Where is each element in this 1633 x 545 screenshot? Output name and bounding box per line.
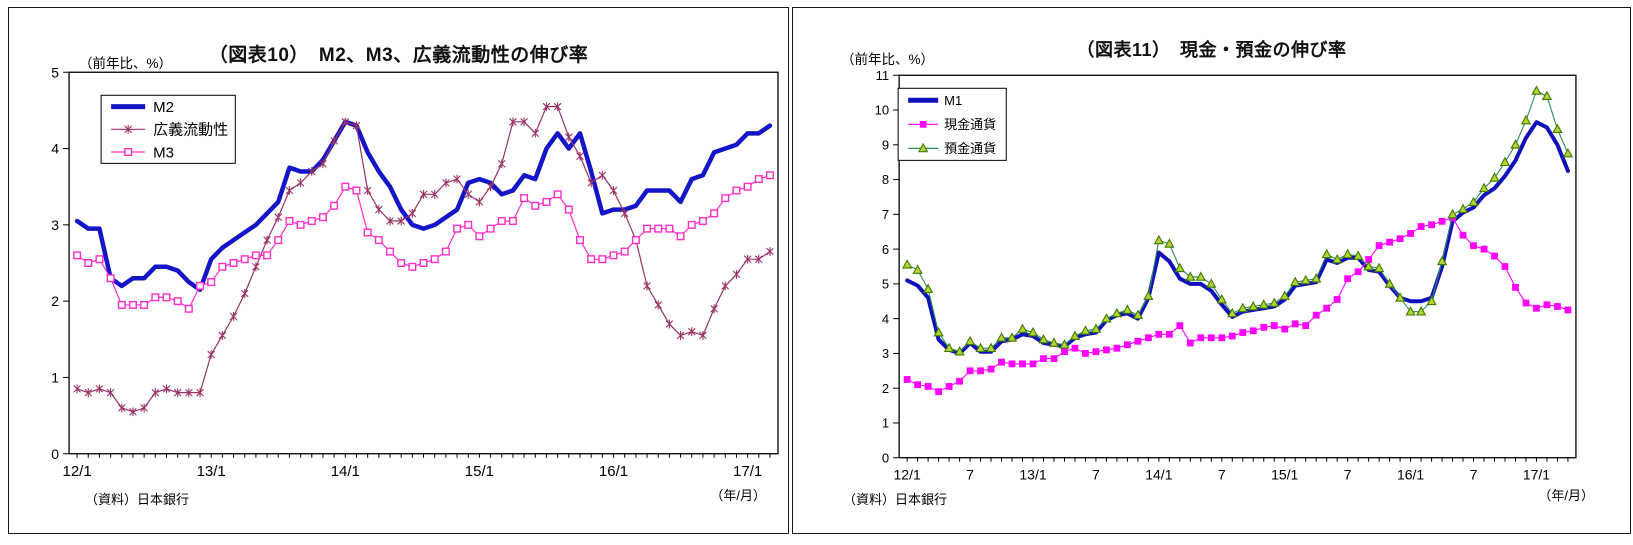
m2-m3-line-chart-canvas: 0 1 2 3 4 5 12/1 13/1 14/1 15/1 16/1 17/1 M2 広義流動性 M3 xyxy=(51,64,779,480)
y-tick-label: 3 xyxy=(882,346,889,361)
axes: 0 1 2 3 4 5 12/1 13/1 14/1 15/1 16/1 17/1 xyxy=(51,64,779,480)
y-tick-label: 5 xyxy=(882,277,889,292)
cash-deposits-line-chart-canvas: 0 1 2 3 4 5 6 7 8 9 10 11 12/1 7 13/1 7 14/1 7 15/1 7 16/1 7 1… xyxy=(875,68,1577,483)
legend-label: 預金通貨 xyxy=(944,141,996,156)
x-tick-label: 14/1 xyxy=(331,463,360,480)
y-tick-label: 10 xyxy=(875,103,889,118)
y-tick-label: 8 xyxy=(882,172,889,187)
x-axis-unit-note: （年/月） xyxy=(1538,488,1594,503)
chart-card-m2-m3-broad-liquidity: 0 1 2 3 4 5 12/1 13/1 14/1 15/1 16/1 17/1 M2 広義流動性 M3 … xyxy=(8,7,789,534)
y-tick-label: 11 xyxy=(876,68,890,83)
x-tick-label: 16/1 xyxy=(599,463,628,480)
y-tick-label: 1 xyxy=(51,369,59,385)
axes: 0 1 2 3 4 5 6 7 8 9 10 11 12/1 7 13/1 7 14/1 7 15/1 7 16/1 7 1… xyxy=(875,68,1577,483)
x-tick-label: 7 xyxy=(1218,467,1226,483)
legend-label: 広義流動性 xyxy=(153,122,228,139)
x-tick-label: 12/1 xyxy=(62,463,91,480)
legend-label: 現金通貨 xyxy=(944,117,996,132)
x-tick-label: 7 xyxy=(1092,467,1100,483)
y-tick-label: 9 xyxy=(882,137,889,152)
y-tick-label: 0 xyxy=(882,450,889,465)
chart-title-fig10: （図表10） M2、M3、広義流動性の伸び率 xyxy=(208,45,589,66)
y-tick-label: 1 xyxy=(882,416,889,431)
x-tick-label: 7 xyxy=(1344,467,1352,483)
y-tick-label: 0 xyxy=(51,446,59,462)
source-note: （資料）日本銀行 xyxy=(843,492,948,507)
legend-label: M1 xyxy=(944,93,962,108)
y-tick-label: 4 xyxy=(882,311,889,326)
series-M3 xyxy=(73,171,774,313)
y-tick-label: 7 xyxy=(882,207,889,222)
x-tick-label: 15/1 xyxy=(465,463,494,480)
series-現金通貨 xyxy=(903,214,1572,396)
y-axis-unit-note: （前年比、%） xyxy=(79,56,173,71)
source-note: （資料）日本銀行 xyxy=(85,492,190,507)
y-tick-label: 2 xyxy=(51,293,59,309)
x-tick-label: 7 xyxy=(1470,467,1478,483)
x-tick-label: 17/1 xyxy=(733,463,762,480)
y-tick-label: 4 xyxy=(51,141,59,157)
chart-title-fig11: （図表11） 現金・預金の伸び率 xyxy=(1076,40,1347,60)
x-tick-label: 14/1 xyxy=(1145,467,1172,483)
series-M1 xyxy=(905,120,1570,356)
x-tick-label: 7 xyxy=(966,467,974,483)
x-tick-label: 17/1 xyxy=(1523,467,1550,483)
y-tick-label: 3 xyxy=(51,217,59,233)
series-預金通貨 xyxy=(902,85,1574,356)
y-tick-label: 6 xyxy=(882,242,889,257)
x-tick-label: 15/1 xyxy=(1271,467,1298,483)
legend-label: M3 xyxy=(153,144,174,161)
legend-label: M2 xyxy=(153,99,174,116)
x-tick-label: 13/1 xyxy=(197,463,226,480)
x-tick-label: 16/1 xyxy=(1397,467,1424,483)
x-tick-label: 13/1 xyxy=(1019,467,1046,483)
y-axis-unit-note: （前年比、%） xyxy=(841,52,935,67)
x-tick-label: 12/1 xyxy=(894,467,921,483)
y-tick-label: 5 xyxy=(51,64,59,80)
chart-card-cash-deposits: 0 1 2 3 4 5 6 7 8 9 10 11 12/1 7 13/1 7 14/1 7 15/1 7 16/1 7 1… xyxy=(792,7,1631,534)
y-tick-label: 2 xyxy=(882,381,889,396)
series-広義流動性 xyxy=(73,102,774,417)
legend: M2 広義流動性 M3 xyxy=(100,94,236,164)
series-M2 xyxy=(74,119,773,292)
x-axis-unit-note: （年/月） xyxy=(710,488,766,503)
